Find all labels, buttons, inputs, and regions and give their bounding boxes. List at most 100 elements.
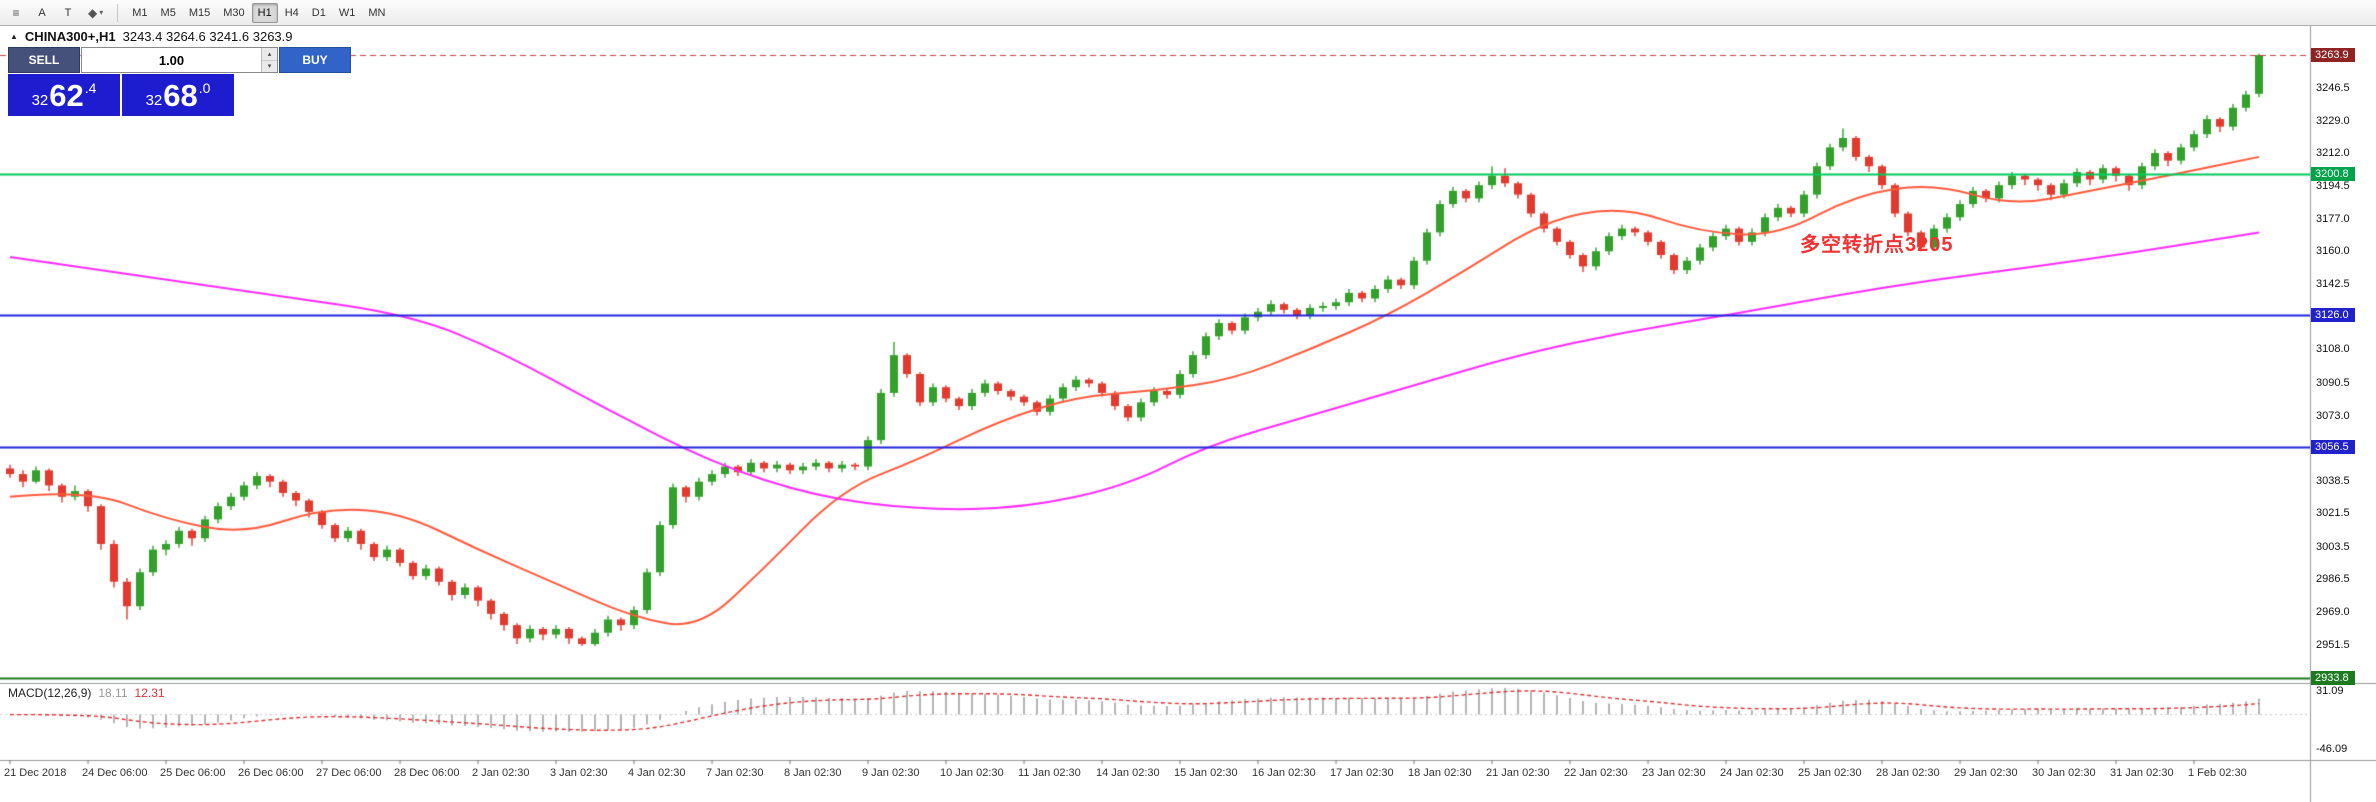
volume-input[interactable] (82, 48, 261, 72)
time-axis-label: 11 Jan 02:30 (1018, 767, 1081, 779)
time-axis-label: 9 Jan 02:30 (862, 767, 920, 779)
price-tag-3263.9: 3263.9 (2311, 48, 2355, 63)
volume-field: ▴ ▾ (81, 47, 278, 73)
time-axis-label: 2 Jan 02:30 (472, 767, 530, 779)
time-axis-label: 28 Dec 06:00 (394, 767, 460, 779)
timeframe-button-mn[interactable]: MN (362, 3, 391, 23)
macd-scale-min: -46.09 (2316, 743, 2348, 755)
volume-spinner: ▴ ▾ (261, 48, 277, 72)
buy-price[interactable]: 32 68.0 (122, 74, 234, 116)
chart-window: ▲ CHINA300+,H1 3243.4 3264.6 3241.6 3263… (0, 26, 2376, 802)
price-axis[interactable]: 3246.5 3229.0 3212.0 3194.5 3177.0 3160.0 3142… (2311, 26, 2376, 760)
price-digits: 68 (163, 77, 198, 113)
cursor-tool-button[interactable]: A (30, 3, 54, 23)
time-axis-label: 31 Jan 02:30 (2110, 767, 2174, 779)
timeframe-button-d1[interactable]: D1 (306, 3, 332, 23)
price-axis-label: 3212.0 (2316, 147, 2350, 160)
time-axis-label: 3 Jan 02:30 (550, 767, 608, 779)
price-tag-3200.8: 3200.8 (2311, 167, 2355, 182)
timeframe-button-m30[interactable]: M30 (217, 3, 250, 23)
time-axis-label: 1 Feb 02:30 (2188, 767, 2247, 779)
volume-increase-button[interactable]: ▴ (262, 48, 277, 61)
time-axis-label: 4 Jan 02:30 (628, 767, 686, 779)
price-axis-label: 3142.5 (2316, 278, 2350, 291)
time-axis-label: 17 Jan 02:30 (1330, 767, 1394, 779)
symbol-label: CHINA300+,H1 (24, 29, 116, 44)
time-axis-label: 16 Jan 02:30 (1252, 767, 1316, 779)
time-axis-label: 30 Jan 02:30 (2032, 767, 2096, 779)
sell-price[interactable]: 32 62.4 (8, 74, 120, 116)
time-axis-label: 27 Dec 06:00 (316, 767, 382, 779)
price-axis-label: 3090.5 (2316, 376, 2350, 389)
price-axis-label: 3073.0 (2316, 409, 2350, 422)
time-axis-label: 29 Jan 02:30 (1954, 767, 2018, 779)
time-axis-label: 8 Jan 02:30 (784, 767, 842, 779)
sell-button[interactable]: SELL (8, 47, 80, 73)
time-axis-label: 24 Dec 06:00 (82, 767, 148, 779)
price-digits: .0 (198, 80, 211, 96)
time-axis[interactable]: 21 Dec 2018 24 Dec 06:00 25 Dec 06:00 26 De… (0, 761, 2310, 802)
one-click-prices-row: 32 62.4 32 68.0 (8, 74, 234, 116)
chart-plot-area[interactable] (0, 26, 2376, 802)
price-axis-label: 2951.5 (2316, 638, 2350, 651)
price-axis-label: 3160.0 (2316, 245, 2350, 258)
time-axis-label: 7 Jan 02:30 (706, 767, 764, 779)
menu-icon: ≡ (12, 5, 20, 20)
symbol-ohlc-line: ▲ CHINA300+,H1 3243.4 3264.6 3241.6 3263… (10, 29, 293, 44)
charts-menu-button[interactable]: ≡ (4, 3, 28, 23)
top-toolbar: ≡ A T ◆ ▾ M1 M5 M15 M30 H1 H4 D1 W1 MN (0, 0, 2376, 26)
price-axis-label: 3177.0 (2316, 213, 2350, 226)
price-axis-label: 3021.5 (2316, 506, 2350, 519)
price-axis-label: 3194.5 (2316, 180, 2350, 193)
price-digits: 62 (49, 77, 84, 113)
price-axis-label: 3003.5 (2316, 540, 2350, 553)
macd-scale-max: 31.09 (2316, 685, 2344, 697)
time-axis-label: 28 Jan 02:30 (1876, 767, 1940, 779)
one-click-controls-row: SELL ▴ ▾ BUY (8, 47, 351, 73)
time-axis-label: 23 Jan 02:30 (1642, 767, 1706, 779)
macd-signal-value: 12.31 (134, 686, 165, 700)
price-axis-label: 2986.5 (2316, 572, 2350, 585)
time-axis-label: 25 Dec 06:00 (160, 767, 226, 779)
price-digits: .4 (84, 80, 97, 96)
time-axis-label: 15 Jan 02:30 (1174, 767, 1238, 779)
price-digits: 32 (31, 92, 49, 109)
objects-dropdown-button[interactable]: ◆ ▾ (82, 3, 109, 23)
price-axis-label: 3108.0 (2316, 343, 2350, 356)
macd-title: MACD(12,26,9) (8, 686, 92, 700)
macd-main-value: 18.11 (98, 686, 128, 700)
time-axis-label: 10 Jan 02:30 (940, 767, 1004, 779)
buy-button[interactable]: BUY (279, 47, 351, 73)
time-axis-label: 21 Jan 02:30 (1486, 767, 1550, 779)
time-axis-label: 26 Dec 06:00 (238, 767, 304, 779)
one-click-collapse-icon[interactable]: ▲ (10, 32, 18, 41)
time-axis-label: 21 Dec 2018 (4, 767, 67, 779)
macd-indicator-label: MACD(12,26,9) 18.11 12.31 (8, 686, 165, 700)
price-axis-label: 2969.0 (2316, 605, 2350, 618)
timeframe-button-w1[interactable]: W1 (333, 3, 362, 23)
timeframe-button-h1[interactable]: H1 (251, 2, 278, 23)
time-axis-label: 25 Jan 02:30 (1798, 767, 1862, 779)
timeframe-button-m1[interactable]: M1 (126, 3, 153, 23)
price-tag-2933.8: 2933.8 (2311, 671, 2355, 686)
timeframe-button-m5[interactable]: M5 (155, 3, 182, 23)
shapes-icon: ◆ (88, 5, 98, 20)
timeframe-button-group: M1 M5 M15 M30 H1 H4 D1 W1 MN (126, 2, 391, 23)
price-axis-label: 3229.0 (2316, 114, 2350, 127)
price-axis-label: 3038.5 (2316, 474, 2350, 487)
timeframe-button-h4[interactable]: H4 (279, 3, 305, 23)
price-axis-label: 3246.5 (2316, 81, 2350, 94)
text-tool-button[interactable]: T (56, 3, 80, 23)
price-tag-3126.0: 3126.0 (2311, 308, 2355, 323)
price-tag-3056.5: 3056.5 (2311, 439, 2355, 454)
ohlc-values: 3243.4 3264.6 3241.6 3263.9 (122, 29, 293, 44)
chevron-down-icon: ▾ (99, 8, 104, 17)
chart-annotation-text[interactable]: 多空转折点3205 (1800, 234, 1954, 256)
time-axis-label: 24 Jan 02:30 (1720, 767, 1784, 779)
volume-decrease-button[interactable]: ▾ (262, 60, 277, 72)
time-axis-label: 14 Jan 02:30 (1096, 767, 1160, 779)
price-digits: 32 (145, 92, 163, 109)
timeframe-button-m15[interactable]: M15 (183, 3, 216, 23)
time-axis-label: 22 Jan 02:30 (1564, 767, 1628, 779)
